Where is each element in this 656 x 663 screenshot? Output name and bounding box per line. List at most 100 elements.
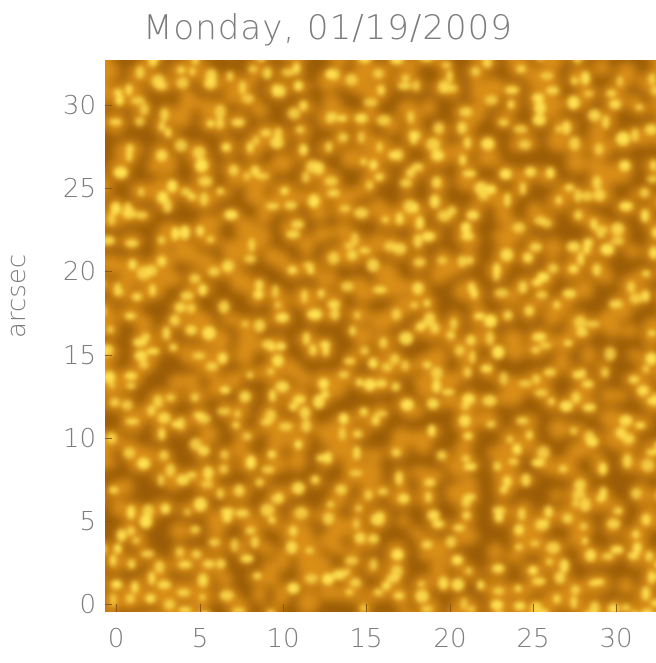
granule-core (226, 71, 234, 81)
granule-core (521, 473, 531, 487)
granule-core (192, 549, 201, 559)
granule-core (352, 445, 361, 460)
granule-core (524, 167, 536, 177)
granule-core (346, 249, 358, 261)
granule-core (457, 121, 467, 134)
granule (158, 270, 183, 287)
granule-core (299, 100, 308, 111)
granule (596, 271, 615, 285)
granule-core (512, 222, 526, 233)
granule-core (373, 286, 387, 294)
granule-core (141, 550, 155, 558)
y-tick-label: 25 (62, 174, 96, 204)
granule-core (582, 403, 596, 412)
granule-core (462, 393, 475, 405)
granule (275, 548, 291, 572)
granule-core (379, 337, 387, 348)
granule (251, 103, 269, 119)
granule (591, 60, 612, 76)
granule-core (343, 358, 356, 365)
granule-core (644, 124, 656, 135)
granule (565, 152, 587, 174)
granule-core (492, 564, 505, 573)
granule-core (437, 210, 452, 222)
granule-core (650, 600, 656, 607)
granule-core (186, 303, 196, 314)
granule-core (431, 366, 443, 380)
granule-core (181, 187, 191, 196)
x-tick-label: 5 (191, 624, 209, 654)
granule-core (630, 610, 639, 612)
granule-core (619, 201, 633, 211)
granule-core (602, 552, 614, 560)
granule-core (359, 407, 368, 416)
granule-core (437, 256, 448, 265)
granule-core (438, 576, 449, 590)
granule-core (202, 560, 215, 568)
granule-core (245, 527, 256, 534)
granule-core (532, 93, 545, 103)
granule-core (570, 76, 579, 86)
granule-core (484, 314, 497, 328)
granule-core (126, 526, 136, 536)
granule-core (460, 222, 471, 234)
granule (324, 377, 347, 399)
granule-core (410, 301, 419, 309)
granule-core (192, 146, 206, 159)
granule-core (338, 426, 346, 441)
granule-core (125, 418, 140, 425)
granule-core (328, 252, 340, 264)
granule-core (345, 588, 354, 596)
granule (413, 432, 433, 456)
y-tick-label: 30 (62, 91, 96, 121)
granule (600, 387, 616, 405)
granule-core (585, 549, 596, 562)
granule-core (470, 288, 478, 299)
x-tick-label: 15 (349, 624, 383, 654)
granule-core (244, 254, 256, 263)
granule-core (466, 334, 476, 346)
granule (367, 447, 383, 464)
granule-core (518, 380, 532, 387)
solar-granulation-image (105, 60, 656, 612)
granule (315, 270, 339, 288)
granule (167, 374, 190, 390)
granule-core (492, 345, 505, 359)
granule-core (154, 560, 165, 574)
granule-core (286, 540, 298, 554)
granule (105, 60, 120, 83)
granule (261, 604, 281, 612)
granule-core (377, 488, 389, 495)
granule-core (555, 196, 562, 205)
granule-core (126, 150, 133, 162)
granule-core (553, 594, 561, 604)
granule-core (295, 126, 305, 133)
granule-core (534, 389, 548, 397)
granule-core (516, 65, 527, 73)
granule-core (431, 150, 445, 161)
granule-core (443, 84, 458, 93)
granule-core (335, 484, 347, 495)
granule-core (632, 541, 642, 554)
granule-core (134, 350, 148, 362)
granule-core (220, 450, 229, 459)
granule-core (281, 68, 296, 77)
granule-core (640, 209, 649, 223)
granule-core (516, 417, 529, 425)
granule-core (180, 291, 194, 301)
granule-core (600, 243, 614, 256)
granule (624, 244, 641, 259)
granule-core (178, 606, 192, 612)
granule-core (276, 85, 286, 97)
granule-core (245, 455, 256, 470)
granule (266, 431, 287, 450)
granule-core (507, 100, 515, 109)
granule-core (121, 400, 133, 411)
granule-core (241, 94, 254, 104)
granule-core (177, 417, 185, 431)
granule (318, 585, 343, 601)
granule (612, 389, 629, 403)
granule-core (410, 130, 418, 145)
granule-core (393, 243, 407, 255)
granule-core (393, 591, 405, 600)
